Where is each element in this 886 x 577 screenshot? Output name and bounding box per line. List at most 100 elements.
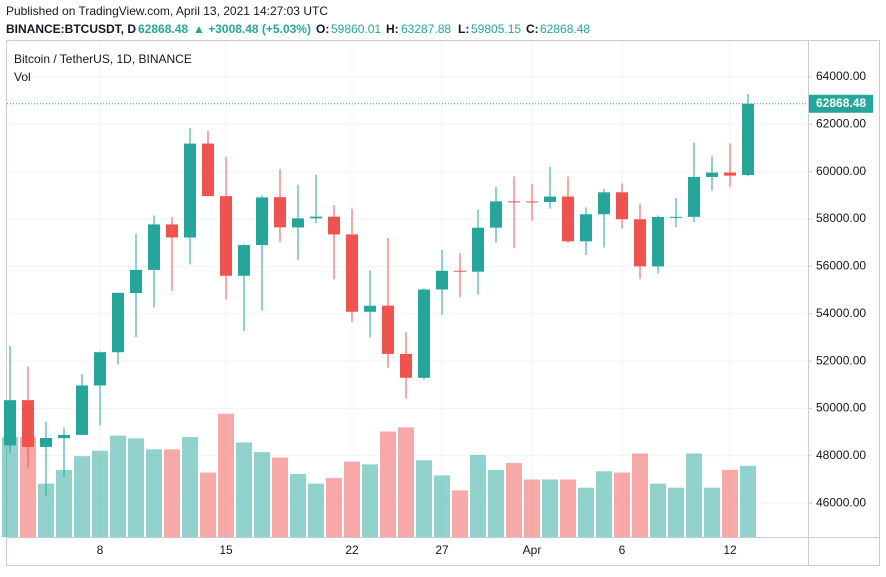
candle-body bbox=[238, 245, 250, 276]
volume-bar bbox=[380, 431, 396, 537]
volume-bar bbox=[416, 460, 432, 537]
candle-body bbox=[382, 305, 394, 354]
volume-bar bbox=[236, 442, 252, 537]
volume-bar bbox=[200, 472, 216, 537]
volume-bar bbox=[488, 469, 504, 537]
volume-bar bbox=[650, 483, 666, 537]
candle-body bbox=[220, 196, 232, 276]
close-label: C: bbox=[526, 22, 539, 36]
volume-bar bbox=[74, 456, 90, 537]
volume-bar bbox=[614, 472, 630, 537]
open-value: 59860.01 bbox=[331, 22, 381, 36]
y-tick-label: 58000.00 bbox=[816, 211, 866, 225]
candle-body bbox=[130, 269, 142, 294]
last-price: 62868.48 bbox=[138, 22, 188, 36]
volume-bar bbox=[254, 452, 270, 537]
volume-bar bbox=[146, 449, 162, 537]
x-tick-label: 12 bbox=[723, 543, 737, 557]
x-tick-label: 15 bbox=[219, 543, 233, 557]
candle-body bbox=[472, 227, 484, 272]
y-tick-label: 52000.00 bbox=[816, 353, 866, 367]
candle-body bbox=[310, 216, 322, 219]
x-tick-label: 27 bbox=[435, 543, 449, 557]
candle-body bbox=[274, 197, 286, 228]
candle-body bbox=[202, 143, 214, 197]
open-label: O: bbox=[316, 22, 329, 36]
volume-bar bbox=[542, 479, 558, 537]
volume-bar bbox=[164, 449, 180, 537]
frame bbox=[6, 40, 880, 566]
y-tick-label: 48000.00 bbox=[816, 448, 866, 462]
candle-body bbox=[94, 352, 106, 386]
candle-body bbox=[112, 292, 124, 353]
candle-body bbox=[544, 196, 556, 202]
low-value: 59805.15 bbox=[471, 22, 521, 36]
y-tick-label: 46000.00 bbox=[816, 495, 866, 509]
y-tick-label: 56000.00 bbox=[816, 259, 866, 273]
candle-body bbox=[724, 172, 736, 176]
change: ▲ +3008.48 (+5.03%) bbox=[193, 22, 311, 36]
x-tick-label: Apr bbox=[523, 543, 542, 557]
candle-body bbox=[634, 219, 646, 267]
volume-bar bbox=[632, 453, 648, 537]
y-tick-label: 54000.00 bbox=[816, 306, 866, 320]
candle-body bbox=[652, 216, 664, 267]
candle-body bbox=[598, 192, 610, 215]
volume-bar bbox=[326, 478, 342, 537]
candle-body bbox=[526, 201, 538, 203]
volume-bar bbox=[290, 473, 306, 537]
candle-body bbox=[256, 197, 268, 246]
published-note: Published on TradingView.com, April 13, … bbox=[6, 4, 328, 18]
volume-bar bbox=[38, 483, 54, 537]
volume-bar bbox=[452, 490, 468, 537]
volume-bar bbox=[56, 469, 72, 537]
candle-body bbox=[400, 353, 412, 378]
candle-body bbox=[292, 218, 304, 228]
volume-bar bbox=[128, 438, 144, 537]
high-label: H: bbox=[386, 22, 399, 36]
y-tick-label: 60000.00 bbox=[816, 164, 866, 178]
candle-body bbox=[328, 216, 340, 235]
close-value: 62868.48 bbox=[540, 22, 590, 36]
candle-body bbox=[76, 385, 88, 435]
candle-body bbox=[346, 234, 358, 312]
last-price-tag bbox=[809, 94, 873, 113]
last-price-label: 62868.48 bbox=[816, 96, 866, 110]
candle-body bbox=[40, 438, 52, 447]
candle-body bbox=[490, 201, 502, 228]
candle-body bbox=[418, 289, 430, 378]
volume-bar bbox=[740, 465, 756, 537]
candle-body bbox=[454, 270, 466, 272]
volume-bar bbox=[92, 450, 108, 537]
volume-bar bbox=[722, 469, 738, 537]
candle-body bbox=[4, 400, 16, 446]
candle-body bbox=[436, 270, 448, 290]
candle-body bbox=[166, 224, 178, 238]
high-value: 63287.88 bbox=[401, 22, 451, 36]
candle-body bbox=[364, 305, 376, 312]
legend-title: Bitcoin / TetherUS, 1D, BINANCE bbox=[14, 52, 192, 66]
candle-body bbox=[184, 143, 196, 238]
candle-body bbox=[562, 196, 574, 242]
volume-bar bbox=[218, 413, 234, 537]
x-tick-label: 22 bbox=[345, 543, 359, 557]
volume-bar bbox=[686, 453, 702, 537]
volume-bar bbox=[2, 436, 18, 537]
candle-body bbox=[670, 216, 682, 218]
legend-volume: Vol bbox=[14, 70, 31, 84]
volume-bar bbox=[362, 464, 378, 537]
volume-bar bbox=[182, 436, 198, 537]
candle-body bbox=[148, 224, 160, 270]
volume-bar bbox=[344, 461, 360, 537]
volume-bar bbox=[110, 435, 126, 537]
y-tick-label: 64000.00 bbox=[816, 69, 866, 83]
candle-body bbox=[706, 172, 718, 177]
volume-bar bbox=[398, 427, 414, 537]
candle-body bbox=[508, 201, 520, 203]
symbol: BINANCE:BTCUSDT, D bbox=[6, 22, 136, 36]
y-tick-label: 50000.00 bbox=[816, 401, 866, 415]
volume-bar bbox=[668, 487, 684, 537]
volume-bar bbox=[578, 487, 594, 537]
volume-bar bbox=[470, 454, 486, 537]
